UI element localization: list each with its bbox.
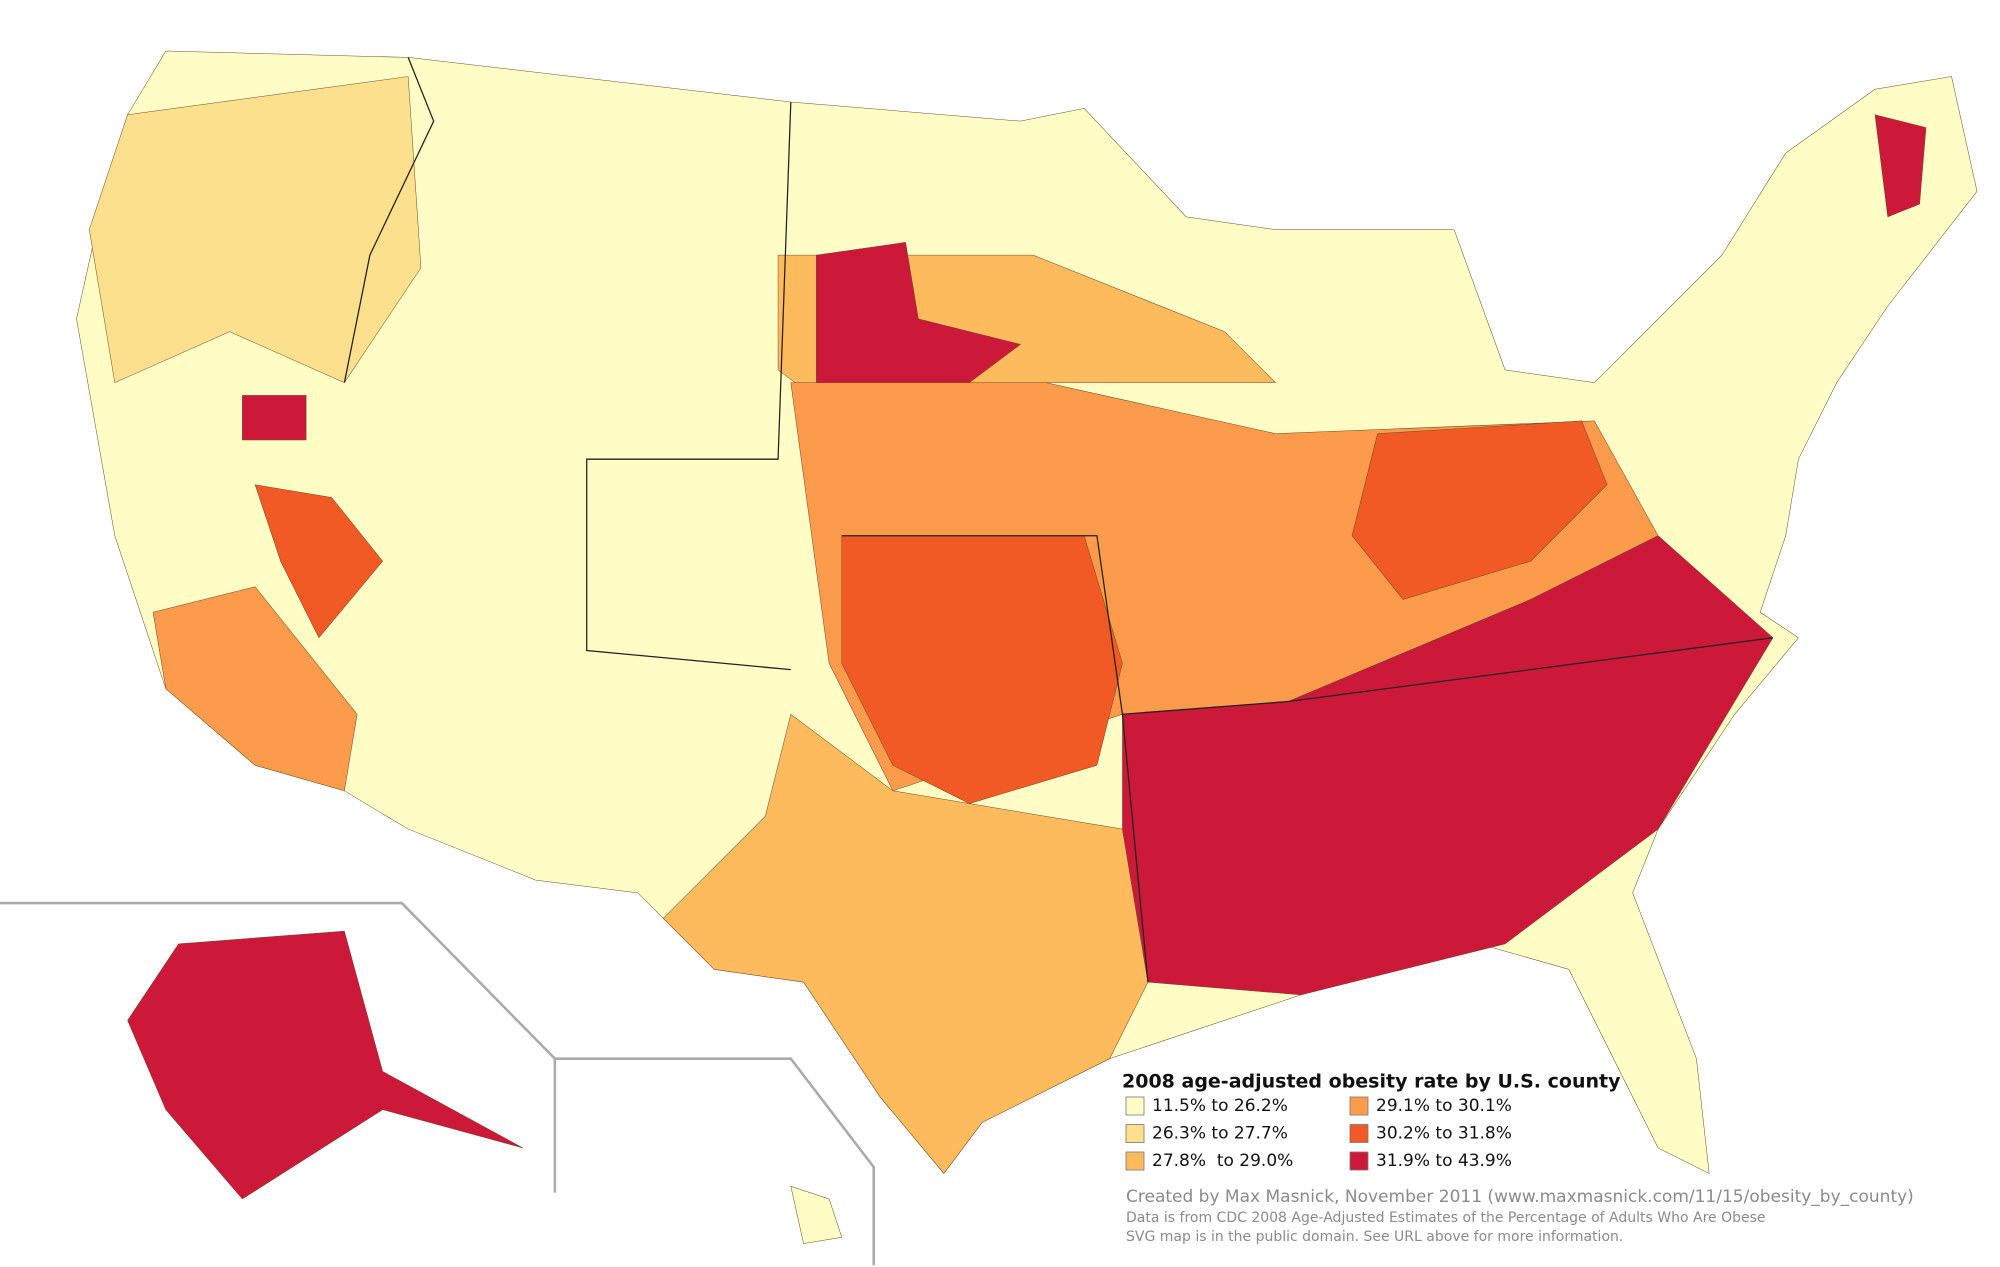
credit: Created by Max Masnick, November 2011 (w… bbox=[1126, 1187, 1914, 1207]
region-fill bbox=[242, 395, 307, 441]
credit: SVG map is in the public domain. See URL… bbox=[1126, 1229, 1623, 1245]
legend-label: 29.1% to 30.1% bbox=[1376, 1096, 1512, 1116]
legend-label: 30.2% to 31.8% bbox=[1376, 1124, 1512, 1144]
region-fill bbox=[1351, 420, 1608, 600]
legend-label: 26.3% to 27.7% bbox=[1152, 1124, 1288, 1144]
inset-line bbox=[0, 901, 557, 1193]
map bbox=[0, 50, 1978, 1266]
state-border bbox=[343, 57, 435, 383]
legend-label: 27.8% to 29.0% bbox=[1152, 1151, 1293, 1171]
region-fill bbox=[816, 242, 1021, 383]
legend-title: 2008 age-adjusted obesity rate by U.S. c… bbox=[1122, 1071, 1621, 1093]
legend-label: 11.5% to 26.2% bbox=[1152, 1096, 1288, 1116]
region-fill bbox=[89, 76, 422, 384]
region-fill bbox=[152, 586, 358, 792]
alaska bbox=[127, 930, 524, 1200]
region-fill bbox=[1122, 535, 1774, 996]
legend: 11.5% to 26.2% 26.3% to 27.7% 27.8% to 29.… bbox=[1125, 1096, 1512, 1171]
legend-swatch bbox=[1125, 1151, 1145, 1171]
state-border bbox=[1288, 637, 1774, 703]
legend-label: 31.9% to 43.9% bbox=[1376, 1151, 1512, 1171]
legend-swatch bbox=[1125, 1124, 1145, 1143]
state-border bbox=[1121, 714, 1149, 983]
inset-line bbox=[554, 1057, 875, 1266]
legend-swatch bbox=[1349, 1124, 1369, 1143]
state-border bbox=[586, 102, 792, 671]
legend-swatch bbox=[1125, 1096, 1145, 1116]
region-fill bbox=[1874, 114, 1927, 218]
region-fill bbox=[841, 535, 1123, 804]
legend-swatch bbox=[1349, 1096, 1369, 1116]
legend-swatch bbox=[1349, 1151, 1369, 1171]
hawaii bbox=[790, 1185, 843, 1244]
state-border bbox=[841, 535, 1289, 715]
credit: Data is from CDC 2008 Age-Adjusted Estim… bbox=[1126, 1210, 1766, 1226]
region-fill bbox=[254, 484, 383, 639]
